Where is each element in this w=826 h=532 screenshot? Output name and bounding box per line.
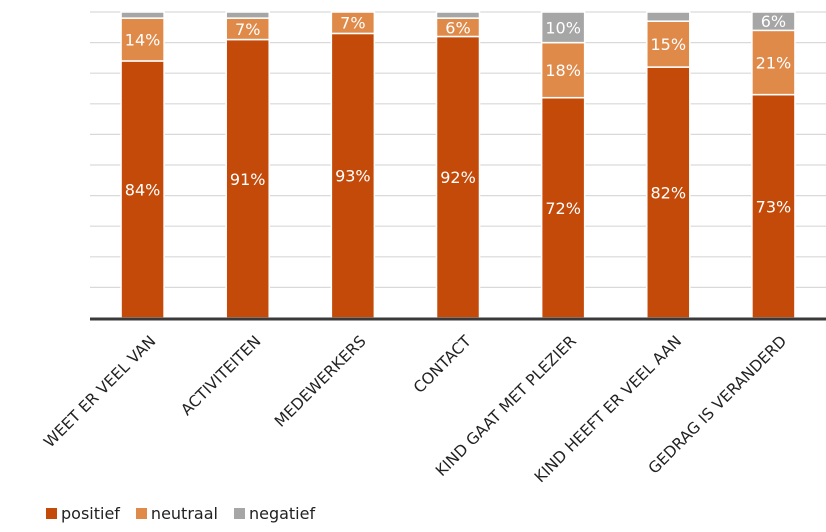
bar-segment-negatief xyxy=(120,11,165,19)
legend-label-negatief: negatief xyxy=(248,504,316,523)
bar-segment-positief xyxy=(751,93,796,319)
bar-segment-negatief xyxy=(751,11,796,32)
data-label: 93% xyxy=(335,167,371,186)
legend-label-positief: positief xyxy=(61,504,120,523)
bar-segment-negatief xyxy=(540,11,586,44)
data-label: 6% xyxy=(761,12,786,31)
bar-segment-neutraal xyxy=(751,29,796,96)
legend: positief neutraal negatief xyxy=(46,504,331,523)
bar-segment-neutraal xyxy=(646,20,691,68)
data-label: 82% xyxy=(651,184,687,203)
legend-label-neutraal: neutraal xyxy=(150,504,218,523)
data-label: 91% xyxy=(230,170,266,189)
x-axis: WEET ER VEEL VAN ACTIVITEITEN MEDEWERKERS C… xyxy=(40,317,826,486)
legend-item-positief: positief xyxy=(46,504,120,523)
data-label: 92% xyxy=(440,168,476,187)
data-label: 7% xyxy=(340,14,365,33)
data-label: 10% xyxy=(545,18,581,37)
legend-item-neutraal: neutraal xyxy=(135,504,218,523)
bar-segment-neutraal xyxy=(540,41,586,99)
data-label: 18% xyxy=(545,61,581,80)
bar-segment-neutraal xyxy=(330,11,376,35)
data-label: 14% xyxy=(125,31,161,50)
x-tick-label: CONTACT xyxy=(410,332,475,397)
legend-swatch-neutraal xyxy=(135,508,147,519)
data-label: 15% xyxy=(651,35,687,54)
data-label: 21% xyxy=(756,53,792,72)
x-tick-label: WEET ER VEEL VAN xyxy=(40,332,159,451)
data-label: 72% xyxy=(545,199,581,218)
data-labels: 84% 14% 91% 7% 93% 7% 92% 6% 72% 18% 10% 82% 15% 73% 2… xyxy=(125,12,791,218)
data-label: 6% xyxy=(445,18,470,37)
bar-segment-negatief xyxy=(435,11,481,19)
x-tick-label: ACTIVITEITEN xyxy=(178,332,265,419)
data-label: 84% xyxy=(125,180,161,199)
legend-item-negatief: negatief xyxy=(233,504,316,523)
bar-segment-negatief xyxy=(646,11,691,22)
data-label: 73% xyxy=(756,197,792,216)
bar-segment-positief xyxy=(646,66,691,319)
legend-swatch-positief xyxy=(46,508,57,519)
bar-segment-negatief xyxy=(225,11,270,19)
legend-swatch-negatief xyxy=(233,508,245,519)
x-tick-label: MEDEWERKERS xyxy=(271,332,370,431)
bars xyxy=(120,11,796,319)
data-label: 7% xyxy=(235,20,260,39)
